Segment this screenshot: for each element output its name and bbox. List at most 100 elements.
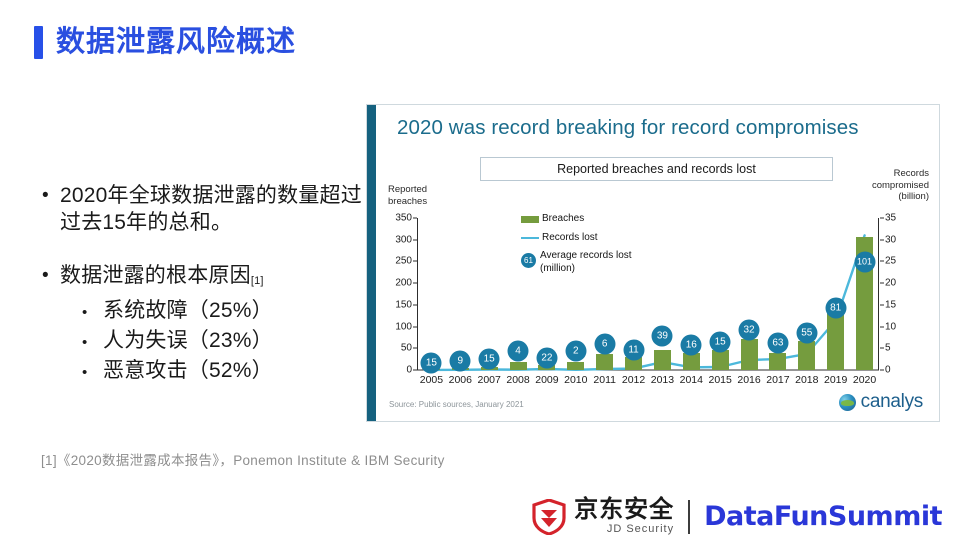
chart-value-badge: 2: [565, 340, 587, 362]
chart-value-badge: 22: [536, 347, 558, 369]
chart-bar: [682, 353, 700, 370]
chart-value-badge: 39: [651, 325, 673, 347]
bullet-text: 2020年全球数据泄露的数量超过过去15年的总和。: [60, 184, 362, 234]
bullet-marker: •: [82, 304, 88, 321]
chart-value-badge: 81: [825, 297, 847, 319]
y2-axis-tick-mark: [880, 282, 884, 284]
badge-swatch-icon: 61: [521, 253, 536, 268]
y2-axis-tick-mark: [880, 326, 884, 328]
y-axis-tick-mark: [413, 326, 417, 328]
footnote: [1]《2020数据泄露成本报告》，Ponemon Institute & IB…: [41, 453, 445, 468]
list-item: • 系统故障（25%）: [82, 296, 368, 325]
chart-bar: [827, 308, 845, 370]
x-axis-tick-label: 2005: [419, 374, 444, 386]
line-swatch-icon: [521, 236, 539, 239]
chart-value-badge: 15: [478, 348, 500, 370]
y-axis-tick-mark: [413, 217, 417, 219]
y2-axis-tick-mark: [880, 260, 884, 262]
x-axis-tick-label: 2019: [824, 374, 848, 386]
y2-axis-tick-mark: [880, 304, 884, 306]
chart-value-badge: 15: [709, 331, 731, 353]
slide-title-text: 数据泄露风险概述: [56, 26, 297, 58]
footnote-reference: [1]: [250, 275, 264, 287]
x-axis-tick-label: 2009: [535, 374, 559, 386]
canalys-wordmark: canalys: [860, 391, 924, 412]
x-axis-tick-label: 2016: [737, 374, 761, 386]
bullet-text: 恶意攻击（52%）: [103, 359, 273, 382]
chart-bar: [567, 361, 585, 370]
chart-bar: [711, 350, 729, 370]
chart-value-badge: 16: [680, 334, 702, 356]
chart-svg: [417, 234, 879, 372]
chart-line-series: [430, 234, 866, 372]
chart-value-badge: 9: [449, 350, 471, 372]
y2-axis-tick-label: 10: [885, 321, 897, 333]
y-axis-tick-label: 350: [395, 212, 412, 224]
y2-axis-tick-label: 20: [885, 277, 897, 289]
chart-title: 2020 was record breaking for record comp…: [397, 116, 859, 139]
y2-axis-tick-mark: [880, 217, 884, 219]
bottom-logo-bar: 京东安全 JD Security DataFunSummit: [532, 497, 942, 536]
jd-security-wordmark: 京东安全 JD Security: [574, 498, 674, 535]
list-item: • 2020年全球数据泄露的数量超过过去15年的总和。: [38, 182, 368, 236]
x-axis-tick-label: 2012: [621, 374, 646, 386]
chart-value-badge: 4: [507, 340, 529, 362]
bullet-marker: •: [42, 185, 49, 206]
bar-swatch-icon: [521, 216, 539, 223]
bullet-text-with-ref: 数据泄露的根本原因[1]: [60, 262, 264, 293]
y-axis-tick-label: 250: [395, 255, 412, 267]
x-axis-tick-label: 2011: [593, 374, 616, 386]
bullet-text: 人为失误（23%）: [103, 329, 273, 352]
y2-axis-tick-mark: [880, 369, 884, 371]
datafunsummit-wordmark: DataFunSummit: [704, 501, 942, 532]
y2-axis-tick-label: 0: [885, 364, 891, 376]
y-axis-tick-label: 0: [406, 364, 412, 376]
y-axis-line-right: [878, 218, 879, 370]
y-axis-tick-label: 200: [395, 277, 412, 289]
chart-bar: [509, 361, 527, 370]
chart-value-badge: 101: [854, 251, 876, 273]
y-axis-caption-right: Records compromised (billion): [871, 168, 929, 202]
y-axis-tick-label: 300: [395, 234, 412, 246]
chart-bar: [740, 338, 758, 370]
sub-bullet-list: • 系统故障（25%） • 人为失误（23%） • 恶意攻击（52%）: [38, 296, 368, 385]
y2-axis-tick-label: 5: [885, 342, 891, 354]
page-title: 数据泄露风险概述: [34, 26, 296, 59]
chart-value-badge: 32: [738, 319, 760, 341]
chart-value-badge: 63: [767, 332, 789, 354]
logo-divider: [688, 499, 691, 534]
y-axis-tick-label: 150: [395, 299, 412, 311]
title-accent-bar: [34, 26, 43, 59]
legend-label: Breaches: [542, 213, 585, 224]
chart-bar: [625, 357, 643, 370]
chart-accent-stripe: [367, 105, 376, 421]
chart-bar: [596, 353, 614, 370]
chart-bar: [653, 349, 671, 370]
legend-item-records-lost: Records lost: [521, 232, 632, 245]
chart-bar: [798, 340, 816, 370]
list-item: • 数据泄露的根本原因[1] • 系统故障（25%） • 人为失误（23%） •…: [38, 262, 368, 385]
y2-axis-tick-label: 35: [885, 212, 897, 224]
chart-legend: Breaches Records lost 61 Average records…: [521, 213, 632, 281]
x-axis-tick-label: 2007: [477, 374, 501, 386]
legend-label: Records lost: [542, 231, 598, 243]
list-item: • 恶意攻击（52%）: [82, 356, 368, 385]
y2-axis-tick-label: 15: [885, 299, 897, 311]
chart-plot-area: 0 50 100 150 200 250 300 350 0 5 10 15 20 25 30 35 15 9 15…: [395, 213, 896, 387]
y2-axis-tick-mark: [880, 347, 884, 349]
y-axis-tick-label: 100: [395, 321, 412, 333]
x-axis-tick-label: 2018: [795, 374, 819, 386]
y-axis-tick-mark: [413, 304, 417, 306]
y-axis-tick-mark: [413, 260, 417, 262]
bullet-marker: •: [82, 364, 88, 381]
bullet-marker: •: [42, 265, 49, 286]
y2-axis-tick-label: 25: [885, 255, 897, 267]
shield-icon: [532, 497, 566, 536]
chart-source-text: Source: Public sources, January 2021: [389, 400, 524, 409]
x-axis-tick-label: 2017: [766, 374, 790, 386]
bullet-marker: •: [82, 334, 88, 351]
bullet-text: 数据泄露的根本原因: [60, 264, 251, 287]
chart-value-badge: 55: [796, 322, 818, 344]
chart-subtitle-box: Reported breaches and records lost: [480, 157, 833, 181]
legend-item-average-records: 61 Average records lost (million): [521, 250, 632, 275]
